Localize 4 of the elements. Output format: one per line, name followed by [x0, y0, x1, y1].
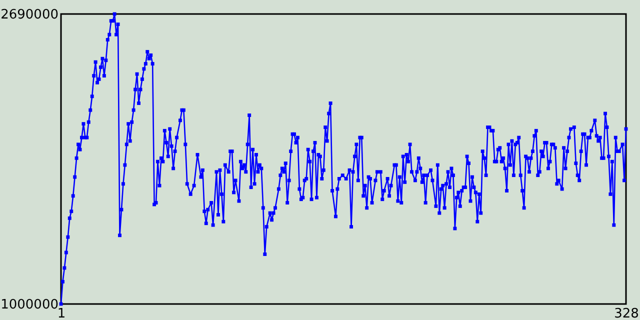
y-tick-label: 1000000	[0, 298, 58, 312]
x-tick-label: 328	[614, 306, 639, 320]
x-tick-label: 1	[57, 306, 66, 320]
y-tick-label: 2690000	[0, 8, 58, 22]
